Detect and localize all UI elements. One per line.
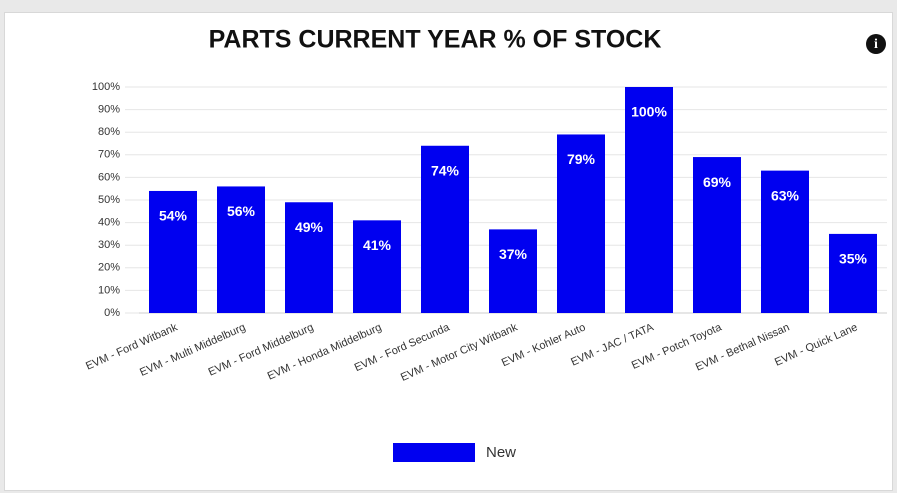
bar [149, 190, 197, 313]
y-tick-label: 80% [98, 126, 120, 138]
x-tick-label: EVM - Honda Middelburg [266, 321, 384, 382]
y-tick-label: 60% [98, 171, 120, 183]
data-label: 74% [431, 162, 460, 178]
bar [557, 134, 605, 313]
data-label: 49% [295, 219, 324, 235]
bar [353, 220, 401, 313]
y-tick-label: 70% [98, 149, 120, 161]
data-label: 56% [227, 203, 256, 219]
y-tick-label: 20% [98, 262, 120, 274]
info-icon[interactable]: i [866, 34, 886, 54]
bar [761, 170, 809, 313]
bar [693, 157, 741, 313]
data-label: 37% [499, 246, 528, 262]
data-label: 63% [771, 187, 800, 203]
bar [285, 202, 333, 313]
bar [489, 229, 537, 313]
chart-title: PARTS CURRENT YEAR % OF STOCK [209, 26, 662, 54]
bar [625, 87, 673, 313]
bar [829, 233, 877, 313]
svg-text:i: i [874, 37, 878, 52]
y-tick-label: 100% [92, 81, 120, 93]
data-label: 69% [703, 174, 732, 190]
x-tick-label: EVM - Motor City Witbank [399, 321, 520, 384]
data-label: 100% [631, 104, 667, 120]
data-label: 35% [839, 251, 868, 267]
y-tick-label: 10% [98, 284, 120, 296]
data-label: 79% [567, 151, 596, 167]
bar [421, 145, 469, 313]
data-label: 54% [159, 208, 188, 224]
bar [217, 186, 265, 313]
y-tick-label: 0% [104, 307, 120, 319]
data-label: 41% [363, 237, 392, 253]
y-tick-label: 30% [98, 239, 120, 251]
y-tick-label: 90% [98, 104, 120, 116]
y-tick-label: 50% [98, 194, 120, 206]
y-tick-label: 40% [98, 217, 120, 229]
legend-swatch [393, 443, 475, 462]
legend-label: New [486, 444, 516, 461]
